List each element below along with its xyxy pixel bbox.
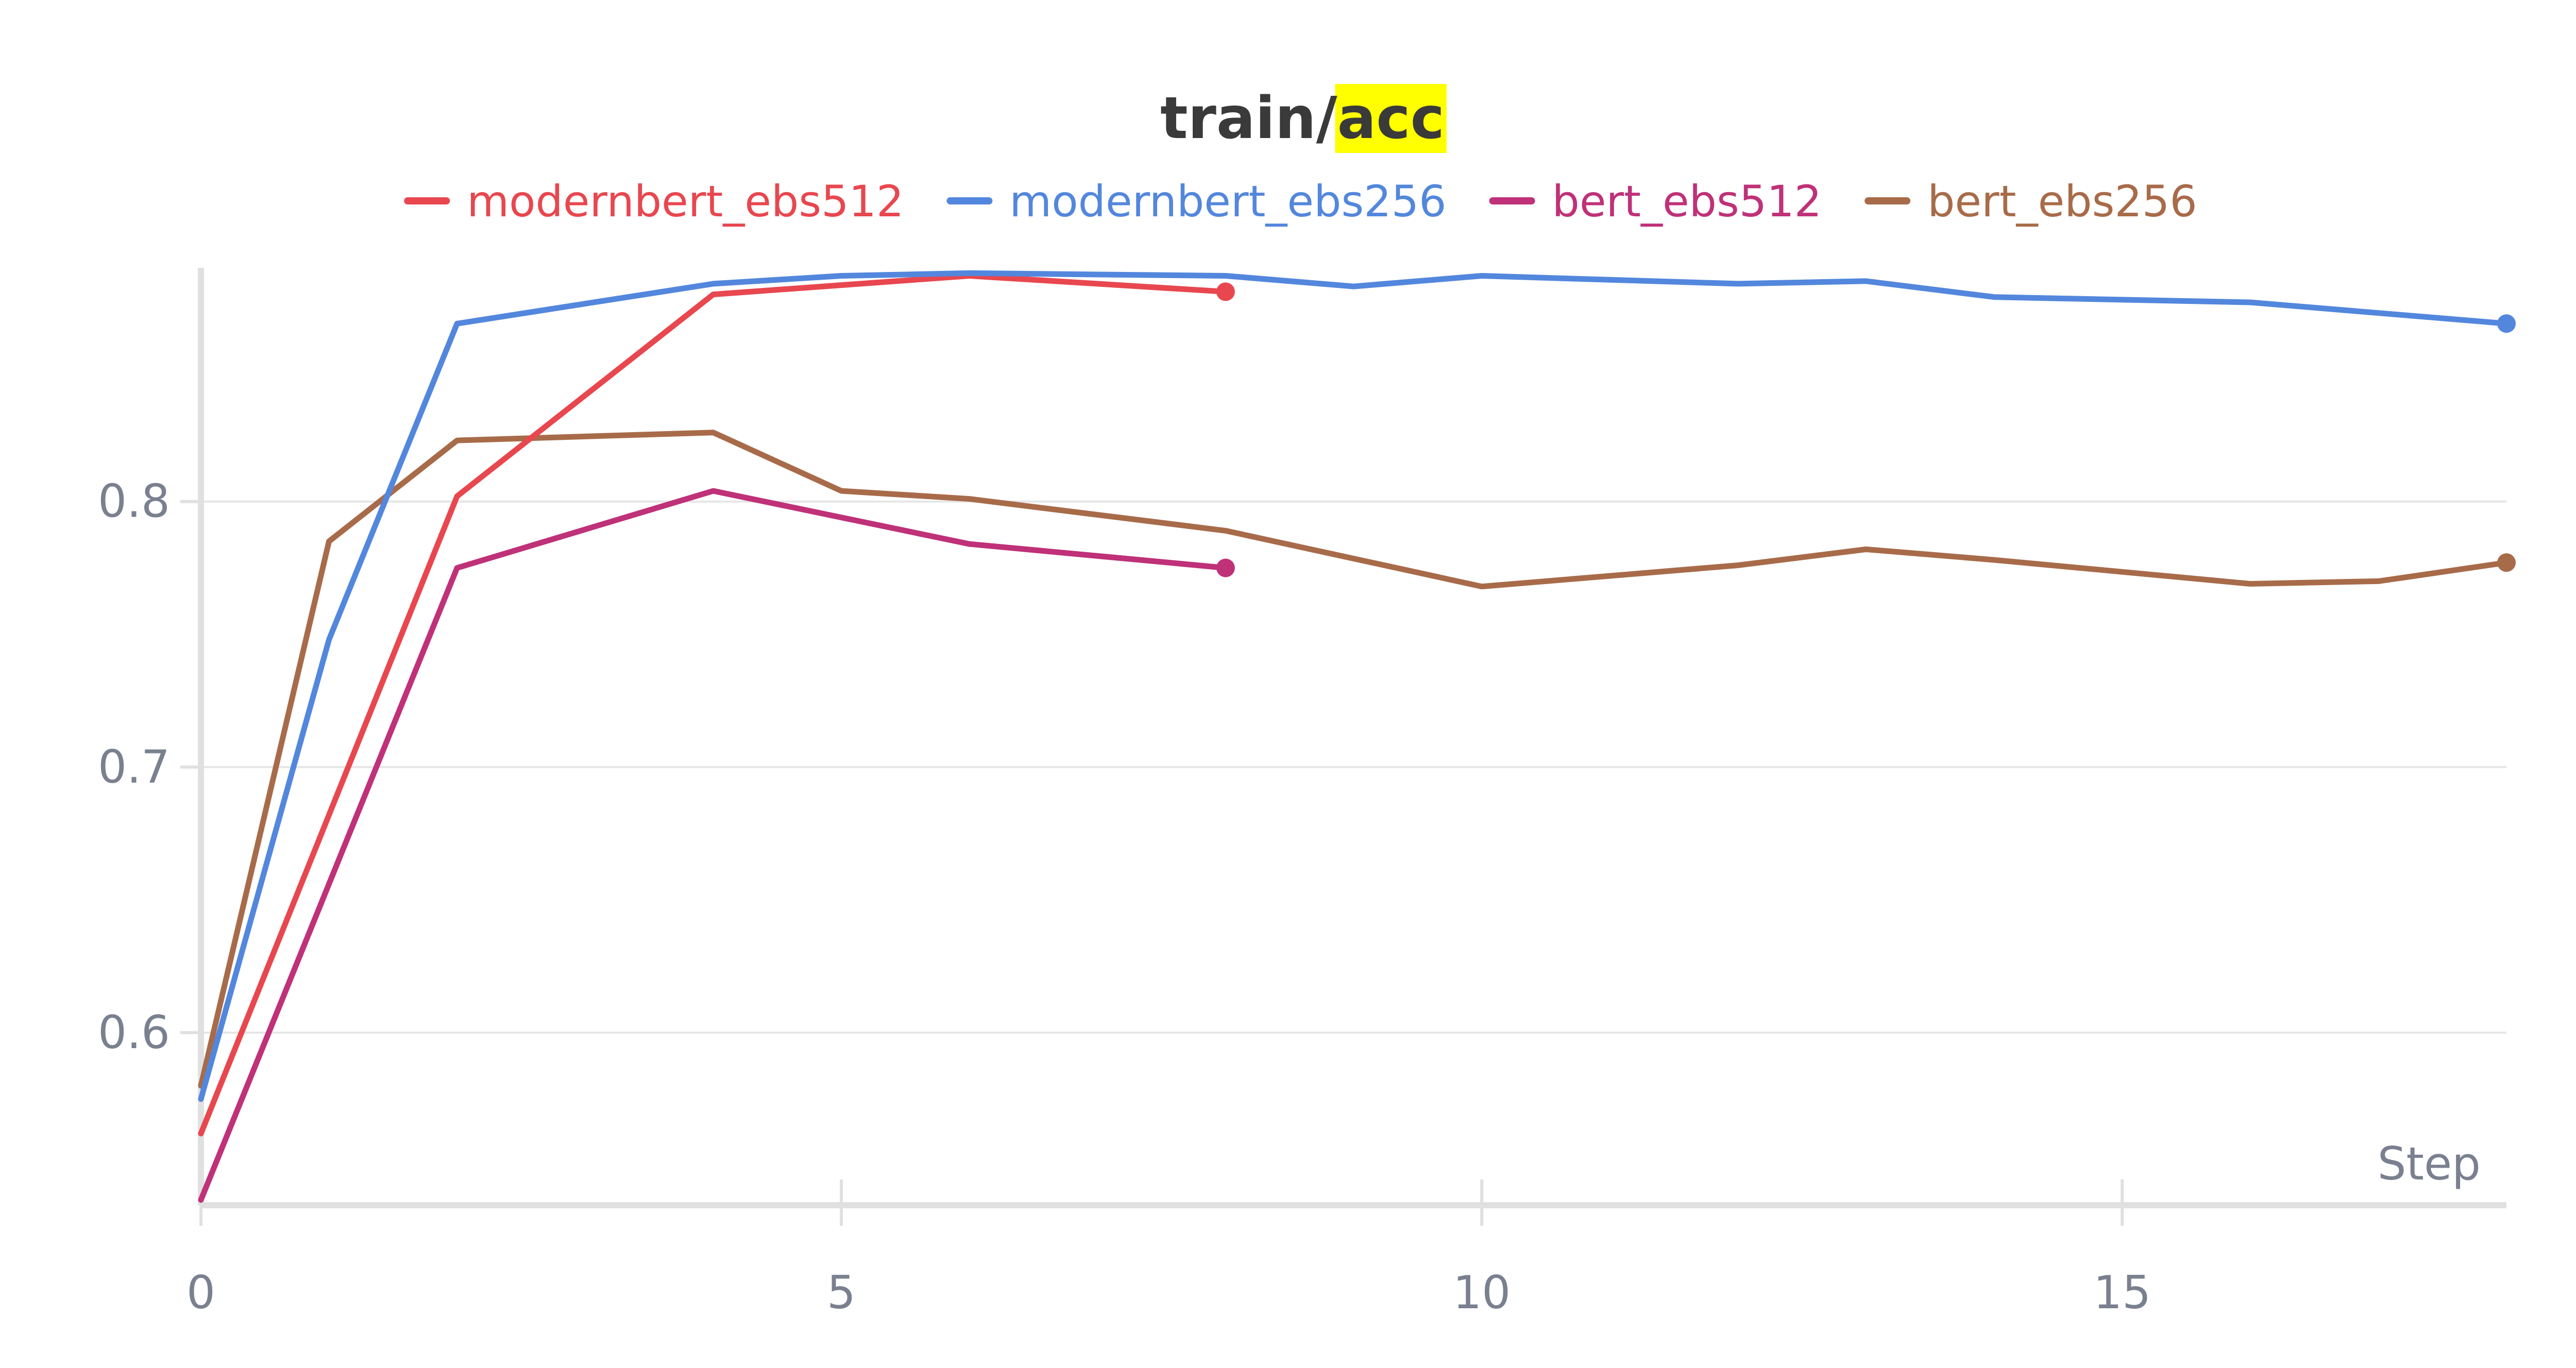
x-tick-label: 10 <box>1453 1266 1511 1319</box>
legend-label: modernbert_ebs512 <box>467 176 904 227</box>
x-axis-title: Step <box>2378 1137 2481 1190</box>
chart-title-prefix: train/ <box>1160 85 1337 152</box>
chart-title-highlight: acc <box>1337 85 1445 152</box>
series-lines <box>198 270 2516 1203</box>
series-line-bert_ebs256 <box>198 430 2510 1089</box>
y-tick-label: 0.8 <box>98 475 170 528</box>
series-line-bert_ebs512 <box>198 488 1229 1203</box>
x-tick-label: 5 <box>827 1266 856 1319</box>
series-end-marker-modernbert_ebs256 <box>2497 314 2516 333</box>
tick-labels: 0.6 0.7 0.8 0 5 10 15 <box>98 475 2151 1319</box>
chart-title: train/acc <box>1160 85 1445 152</box>
y-tick-label: 0.6 <box>98 1006 170 1059</box>
legend-label: modernbert_ebs256 <box>1009 176 1446 227</box>
series-end-marker-modernbert_ebs512 <box>1216 282 1235 301</box>
title-highlight-background <box>1335 84 1447 153</box>
x-tick-label: 0 <box>187 1266 215 1319</box>
series-line-modernbert_ebs512 <box>198 273 1229 1137</box>
series-line-modernbert_ebs256 <box>198 270 2510 1102</box>
axes <box>180 268 2506 1226</box>
series-end-marker-bert_ebs256 <box>2497 553 2516 572</box>
legend-label: bert_ebs512 <box>1552 176 1822 227</box>
x-tick-label: 15 <box>2093 1266 2151 1319</box>
gridlines <box>201 500 2506 1034</box>
series-end-marker-bert_ebs512 <box>1216 558 1235 577</box>
legend-label: bert_ebs256 <box>1927 176 2197 227</box>
y-tick-label: 0.7 <box>98 740 170 793</box>
legend: modernbert_ebs512 modernbert_ebs256 bert_e… <box>404 176 2197 227</box>
